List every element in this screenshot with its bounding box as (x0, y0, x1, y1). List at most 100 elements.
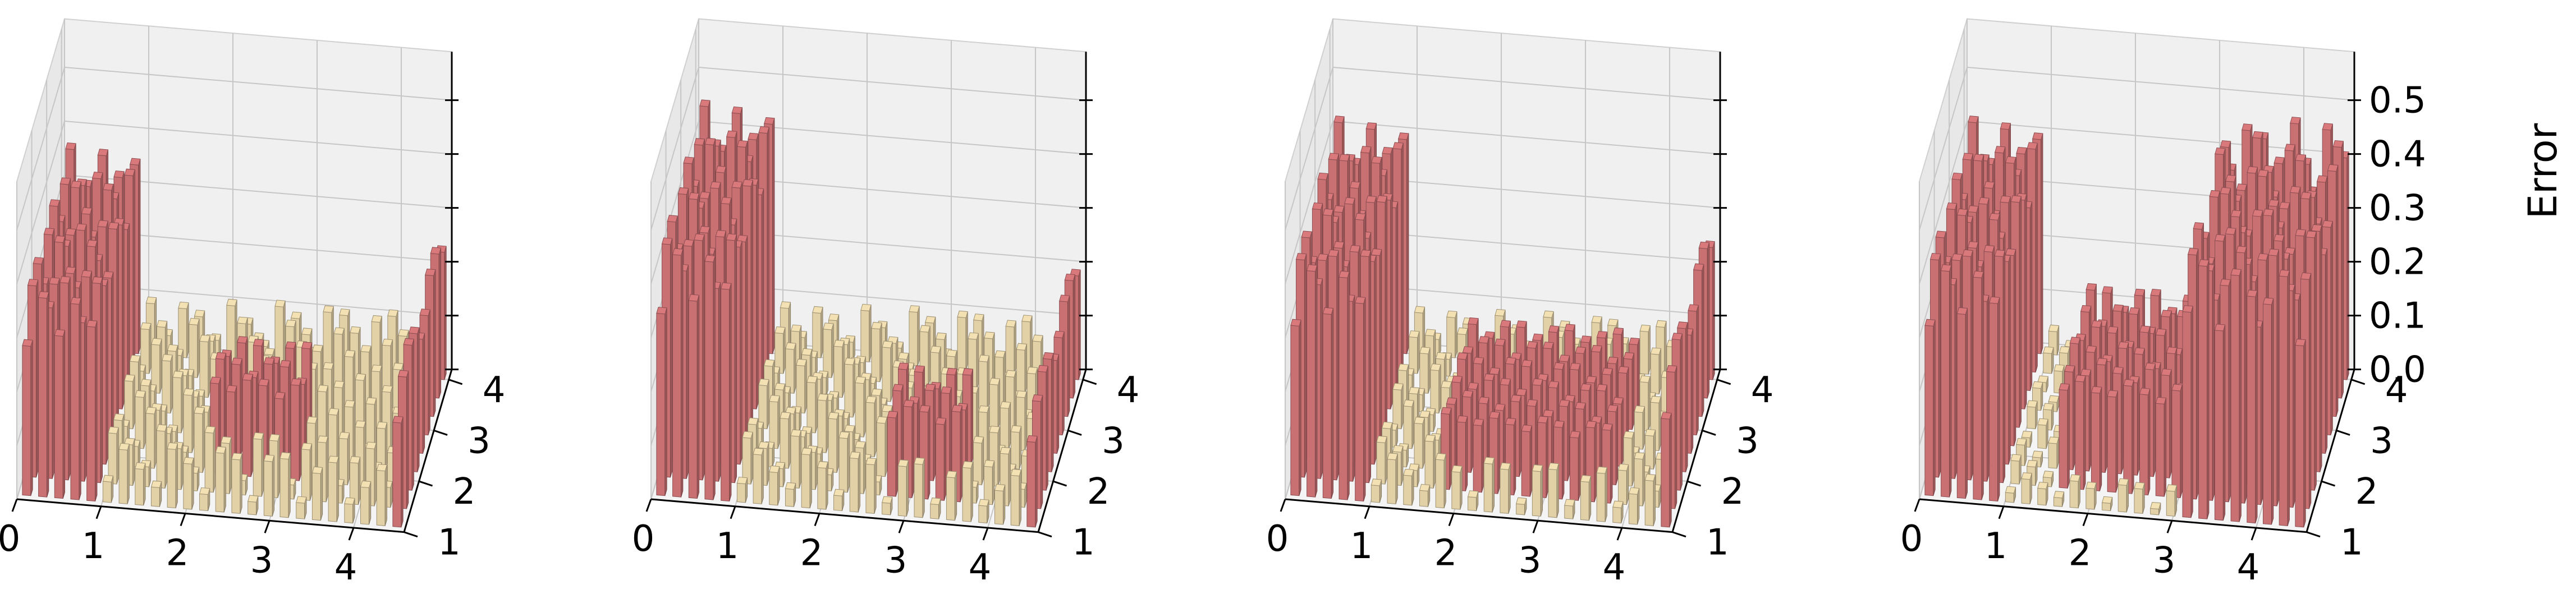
bar-side (1406, 133, 1409, 354)
bar-side (960, 406, 962, 502)
bar (1392, 383, 1404, 430)
bar-side (1529, 425, 1532, 497)
bar-side (1605, 467, 1607, 522)
bar-top (1671, 333, 1683, 340)
bar-side (1465, 416, 1468, 491)
bar-front (1532, 470, 1541, 517)
bar (338, 431, 350, 485)
bar-side (1954, 278, 1957, 479)
bar-side (1562, 421, 1565, 500)
bar-front (194, 412, 203, 473)
bar (1596, 466, 1607, 522)
bar-front (978, 361, 988, 411)
bar-front (1650, 353, 1660, 395)
bar (22, 339, 33, 496)
x-tick (1364, 506, 1370, 519)
bar-top (1644, 429, 1656, 436)
bar-top (1569, 431, 1581, 439)
bar-side (1508, 463, 1511, 514)
bar-front (2182, 311, 2192, 518)
bar-top (27, 279, 39, 287)
bar-top (2230, 210, 2242, 218)
y-tick (1067, 429, 1082, 436)
y-tick-label: 3 (2370, 420, 2393, 462)
bar (199, 334, 210, 398)
bar-top (1639, 324, 1651, 332)
bar-top (683, 239, 694, 247)
bar-top (1312, 202, 1323, 210)
bar-side (52, 301, 54, 479)
bar (930, 498, 941, 519)
bar-side (154, 408, 157, 469)
bar-side (2287, 270, 2290, 526)
bar (226, 298, 237, 362)
bar (1387, 453, 1398, 504)
bar-top (2300, 192, 2312, 200)
bar-front (817, 467, 827, 510)
bar (769, 465, 780, 506)
bar-top (1994, 249, 2006, 257)
bar-top (688, 192, 700, 200)
bar-top (2037, 418, 2048, 426)
grid-line-z (16, 66, 452, 231)
bar-side (438, 247, 441, 399)
bar-top (2069, 337, 2081, 344)
bar-top (1569, 362, 1581, 371)
bar-side (2320, 225, 2322, 472)
y-axis-line (1671, 369, 1721, 533)
bar-top (2166, 484, 2178, 492)
y-tick (1083, 379, 1097, 385)
bar-side (1443, 454, 1446, 508)
bar-top (2010, 195, 2022, 203)
bar-front (828, 418, 837, 473)
bar-side (223, 447, 226, 513)
bar-top (1435, 453, 1446, 461)
bar-front (1387, 459, 1396, 504)
bar-top (311, 466, 323, 474)
bar-side (47, 292, 49, 498)
x-tick (1532, 520, 1539, 533)
bar-side (750, 180, 753, 428)
bar-side (2276, 249, 2279, 506)
bar-top (748, 132, 759, 140)
bar-top (1322, 307, 1334, 315)
bar-front (1941, 270, 1950, 498)
bar-top (1462, 346, 1474, 354)
bar-top (769, 395, 780, 403)
bar-top (285, 341, 296, 349)
bar-top (989, 426, 1000, 434)
bar (376, 464, 388, 526)
bar-top (1521, 360, 1533, 367)
bar-side (283, 301, 286, 366)
bar-side (928, 406, 931, 500)
bar-side (1433, 435, 1436, 489)
bar (1650, 347, 1662, 395)
bar-front (328, 462, 337, 522)
bar-top (2091, 386, 2102, 394)
bar-top (323, 305, 334, 313)
bar-top (92, 172, 103, 179)
bar-top (2161, 369, 2172, 376)
bar-side (1669, 413, 1672, 527)
bar-front (844, 363, 854, 418)
bar-top (758, 379, 769, 386)
bar-side (363, 421, 366, 486)
bar (790, 429, 801, 489)
bar-top (1612, 327, 1624, 335)
x-tick (2166, 520, 2173, 533)
bar-top (1617, 366, 1629, 374)
bar-side (1336, 250, 1339, 480)
bar-top (1634, 405, 1645, 413)
bar-top (2295, 229, 2306, 237)
bar-side (1347, 271, 1350, 500)
bar-top (2225, 227, 2236, 235)
bar (2048, 436, 2059, 469)
bar-front (742, 437, 751, 485)
x-tick (730, 506, 736, 519)
bar-side (175, 443, 178, 508)
bar-top (1037, 365, 1048, 372)
bar-top (1414, 306, 1425, 314)
bar-side (1540, 465, 1543, 517)
bar-top (994, 350, 1006, 358)
bar-top (1451, 375, 1463, 383)
